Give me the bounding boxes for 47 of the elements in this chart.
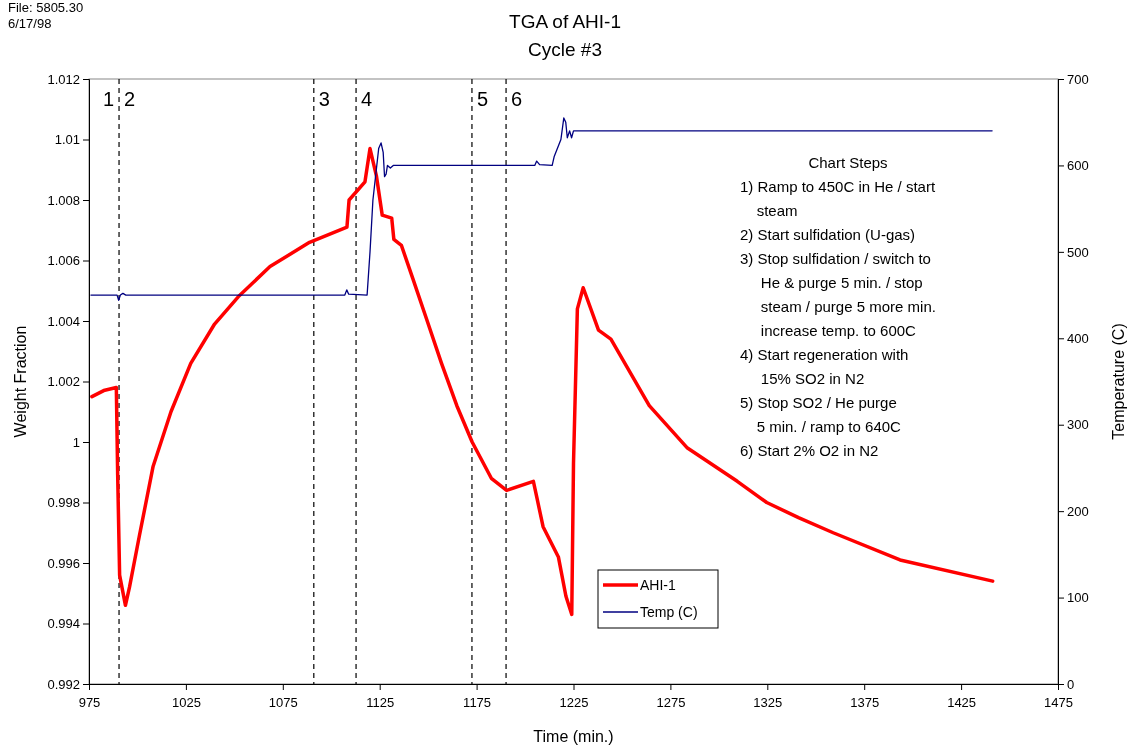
x-tick-label: 1475 — [1044, 695, 1073, 711]
y-tick-label: 1.002 — [47, 374, 80, 390]
chart-title: TGA of AHI-1 — [509, 11, 621, 32]
annotation: 2 — [124, 88, 136, 110]
x-tick-label: 1275 — [656, 695, 686, 711]
x-tick-label: 1325 — [753, 695, 783, 711]
y-tick-label: 1.01 — [54, 132, 80, 148]
x-tick-label: 975 — [78, 695, 101, 711]
y2-axis-title: Temperature (C) — [1110, 323, 1127, 440]
annotation: 6 — [511, 88, 523, 110]
y-tick-label: 0.998 — [47, 495, 80, 511]
y-tick-label: 0.992 — [47, 676, 80, 692]
chart-subtitle: Cycle #3 — [528, 39, 602, 60]
text: File: 5805.30 — [8, 0, 84, 16]
y2-tick-label: 600 — [1067, 158, 1089, 174]
text: Chart Steps 1) Ramp to 450C in He / start steam 2) Start sulfidation (U-gas) 3) Stop sulfidation / switch to He & purge 5 min. / stop steam / purge 5 more min. increase temp. to 600C 4) Start regeneration with 15% SO2 in N2 5) Stop SO2 / He purge 5 min. / ramp to 640C 6) Start 2% O2 in N2 — [740, 154, 936, 459]
x-axis-title: Time (min.) — [533, 728, 614, 745]
y-tick-label: 1 — [72, 434, 80, 450]
y-tick-label: 0.996 — [47, 555, 80, 571]
y-tick-label: 1.006 — [47, 253, 80, 269]
y-tick-label: 1.004 — [47, 313, 80, 329]
annotation: 1 — [102, 88, 115, 110]
annotation: 4 — [361, 88, 373, 110]
x-tick-label: 1025 — [171, 695, 201, 711]
y2-tick-label: 0 — [1067, 676, 1075, 692]
y-axis-title: Weight Fraction — [12, 325, 29, 438]
text: 6/17/98 — [8, 16, 52, 32]
annotation: 5 — [476, 88, 489, 110]
x-tick-label: 1225 — [559, 695, 589, 711]
y2-tick-label: 200 — [1067, 503, 1089, 519]
x-tick-label: 1375 — [850, 695, 880, 711]
y2-tick-label: 100 — [1067, 590, 1089, 606]
line-series — [90, 117, 993, 301]
legend-label: AHI-1 — [640, 576, 676, 593]
y2-tick-label: 500 — [1067, 244, 1089, 260]
x-tick-label: 1075 — [268, 695, 298, 711]
x-tick-label: 1175 — [463, 695, 492, 711]
y2-tick-label: 400 — [1067, 330, 1089, 346]
x-tick-label: 1125 — [366, 695, 395, 711]
annotation: 3 — [318, 88, 330, 110]
y-tick-label: 0.994 — [47, 616, 80, 632]
y2-tick-label: 700 — [1067, 71, 1089, 87]
y-tick-label: 1.008 — [47, 192, 80, 208]
x-tick-label: 1425 — [947, 695, 977, 711]
y2-tick-label: 300 — [1067, 417, 1089, 433]
legend-label: Temp (C) — [640, 603, 698, 620]
y-tick-label: 1.012 — [47, 71, 80, 87]
